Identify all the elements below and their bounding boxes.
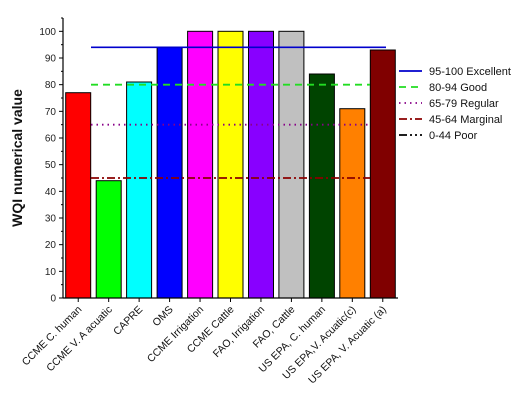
bar-6 [248, 30, 274, 299]
y-tick-label-30: 30 [45, 214, 57, 225]
y-tick-label-10: 10 [45, 267, 57, 278]
legend-label-3: 45-64 Marginal [429, 114, 502, 126]
y-axis-label: WQI numerical value [9, 89, 25, 227]
bar-3 [156, 46, 183, 299]
y-tick-label-0: 0 [50, 294, 56, 305]
x-category-label-3: OMS [150, 304, 175, 329]
legend-label-0: 95-100 Excellent [429, 66, 511, 78]
x-category-label-2: CAPRE [111, 304, 145, 338]
y-ticks-group: 0 10 20 30 40 50 60 70 80 90 100 [39, 17, 63, 305]
y-tick-label-50: 50 [45, 160, 57, 171]
y-tick-label-80: 80 [45, 80, 57, 91]
y-tick-label-40: 40 [45, 187, 57, 198]
bar-0 [65, 92, 92, 299]
bars-group [65, 30, 396, 299]
bar-7 [278, 30, 305, 299]
bar-1 [95, 180, 122, 299]
bar-10 [369, 49, 396, 299]
y-tick-label-70: 70 [45, 107, 57, 118]
bar-8 [308, 73, 335, 299]
bar-4 [187, 30, 214, 299]
bar-9 [339, 108, 366, 299]
legend-label-2: 65-79 Regular [429, 98, 499, 110]
bar-5 [217, 30, 244, 299]
y-tick-label-20: 20 [45, 240, 57, 251]
y-tick-label-100: 100 [39, 27, 56, 38]
legend: 95-100 Excellent 80-94 Good 65-79 Regular 4… [399, 66, 511, 142]
legend-label-1: 80-94 Good [429, 82, 487, 94]
bar-2 [126, 81, 153, 299]
y-tick-label-90: 90 [45, 54, 57, 65]
legend-label-4: 0-44 Poor [429, 130, 478, 142]
y-tick-label-60: 60 [45, 134, 57, 145]
reference-lines-group [91, 46, 386, 179]
